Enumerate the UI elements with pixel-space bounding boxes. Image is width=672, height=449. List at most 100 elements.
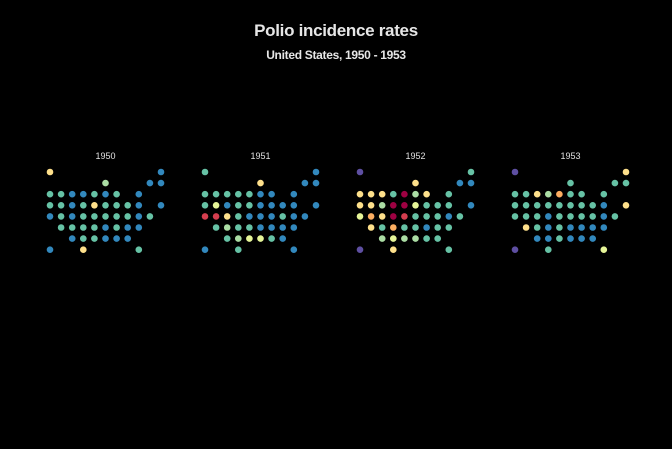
state-tile xyxy=(467,179,475,187)
state-tile xyxy=(301,213,309,220)
panel-label: 1951 xyxy=(250,151,270,161)
state-tile xyxy=(223,235,231,242)
state-tile xyxy=(578,235,585,242)
state-tile xyxy=(223,190,231,198)
state-tile xyxy=(511,213,519,220)
state-tile xyxy=(412,190,419,198)
state-tile xyxy=(600,190,608,198)
state-tile xyxy=(290,224,298,231)
state-tile xyxy=(545,235,552,242)
state-tile xyxy=(600,213,608,220)
state-tile xyxy=(157,168,165,176)
state-tile xyxy=(91,235,98,242)
panel-1953: 1953 xyxy=(511,151,630,253)
state-tile xyxy=(567,235,574,242)
state-tile xyxy=(401,190,408,198)
state-tile xyxy=(456,213,464,220)
state-tile xyxy=(124,202,131,209)
state-tile xyxy=(522,202,530,209)
state-tile xyxy=(257,235,264,242)
state-tile xyxy=(367,190,375,198)
state-tile xyxy=(423,235,430,242)
state-tile xyxy=(279,202,287,209)
state-tile xyxy=(533,202,541,209)
state-tile xyxy=(268,213,275,220)
state-tile xyxy=(290,246,298,253)
state-tile xyxy=(46,168,54,176)
state-tile xyxy=(445,246,453,253)
state-tile xyxy=(367,224,375,231)
state-tile xyxy=(146,179,154,187)
state-tile xyxy=(135,190,143,198)
state-tile xyxy=(445,202,453,209)
state-tile xyxy=(80,224,87,231)
state-tile xyxy=(223,202,231,209)
state-tile xyxy=(46,213,54,220)
state-tile xyxy=(212,213,220,220)
state-tile xyxy=(57,224,65,231)
state-tile xyxy=(91,202,98,209)
state-tile xyxy=(367,202,375,209)
state-tile xyxy=(102,190,109,198)
state-tile xyxy=(91,213,98,220)
state-tile xyxy=(611,213,619,220)
state-tile xyxy=(135,224,143,231)
state-tile xyxy=(401,213,408,220)
state-tile xyxy=(567,213,574,220)
state-tile xyxy=(246,190,253,198)
state-tile xyxy=(445,213,453,220)
state-tile xyxy=(201,213,209,220)
state-tile xyxy=(135,202,143,209)
state-tile xyxy=(46,246,54,253)
state-tile xyxy=(257,202,264,209)
state-tile xyxy=(423,190,430,198)
state-tile xyxy=(235,190,242,198)
state-tile xyxy=(113,235,120,242)
state-tile xyxy=(622,168,630,176)
state-tile xyxy=(390,190,397,198)
state-tile xyxy=(113,213,120,220)
panel-1951: 1951 xyxy=(201,151,320,253)
state-tile xyxy=(113,224,120,231)
state-tile xyxy=(80,213,87,220)
state-tile xyxy=(556,202,563,209)
state-tile xyxy=(378,224,386,231)
state-tile xyxy=(456,179,464,187)
state-tile xyxy=(600,202,608,209)
state-tile xyxy=(312,168,320,176)
state-tile xyxy=(80,202,87,209)
state-tile xyxy=(390,213,397,220)
state-tile xyxy=(279,235,287,242)
state-tile xyxy=(268,202,275,209)
chart-subtitle: United States, 1950 - 1953 xyxy=(266,48,406,62)
state-tile xyxy=(124,224,131,231)
state-tile xyxy=(68,213,76,220)
state-tile xyxy=(412,235,419,242)
state-tile xyxy=(556,190,563,198)
state-tile xyxy=(578,190,585,198)
panel-label: 1950 xyxy=(95,151,115,161)
state-tile xyxy=(356,202,364,209)
state-tile xyxy=(545,190,552,198)
state-tile xyxy=(622,202,630,209)
state-tile xyxy=(80,235,87,242)
state-tile xyxy=(102,179,109,187)
state-tile xyxy=(423,202,430,209)
state-tile xyxy=(102,202,109,209)
state-tile xyxy=(157,179,165,187)
state-tile xyxy=(367,213,375,220)
panel-label: 1953 xyxy=(560,151,580,161)
state-tile xyxy=(312,202,320,209)
state-tile xyxy=(390,224,397,231)
state-tile xyxy=(246,235,253,242)
state-tile xyxy=(567,224,574,231)
state-tile xyxy=(378,213,386,220)
state-tile xyxy=(356,246,364,253)
state-tile xyxy=(102,224,109,231)
state-tile xyxy=(600,224,608,231)
state-tile xyxy=(46,202,54,209)
state-tile xyxy=(268,190,275,198)
state-tile xyxy=(578,224,585,231)
state-tile xyxy=(434,235,442,242)
